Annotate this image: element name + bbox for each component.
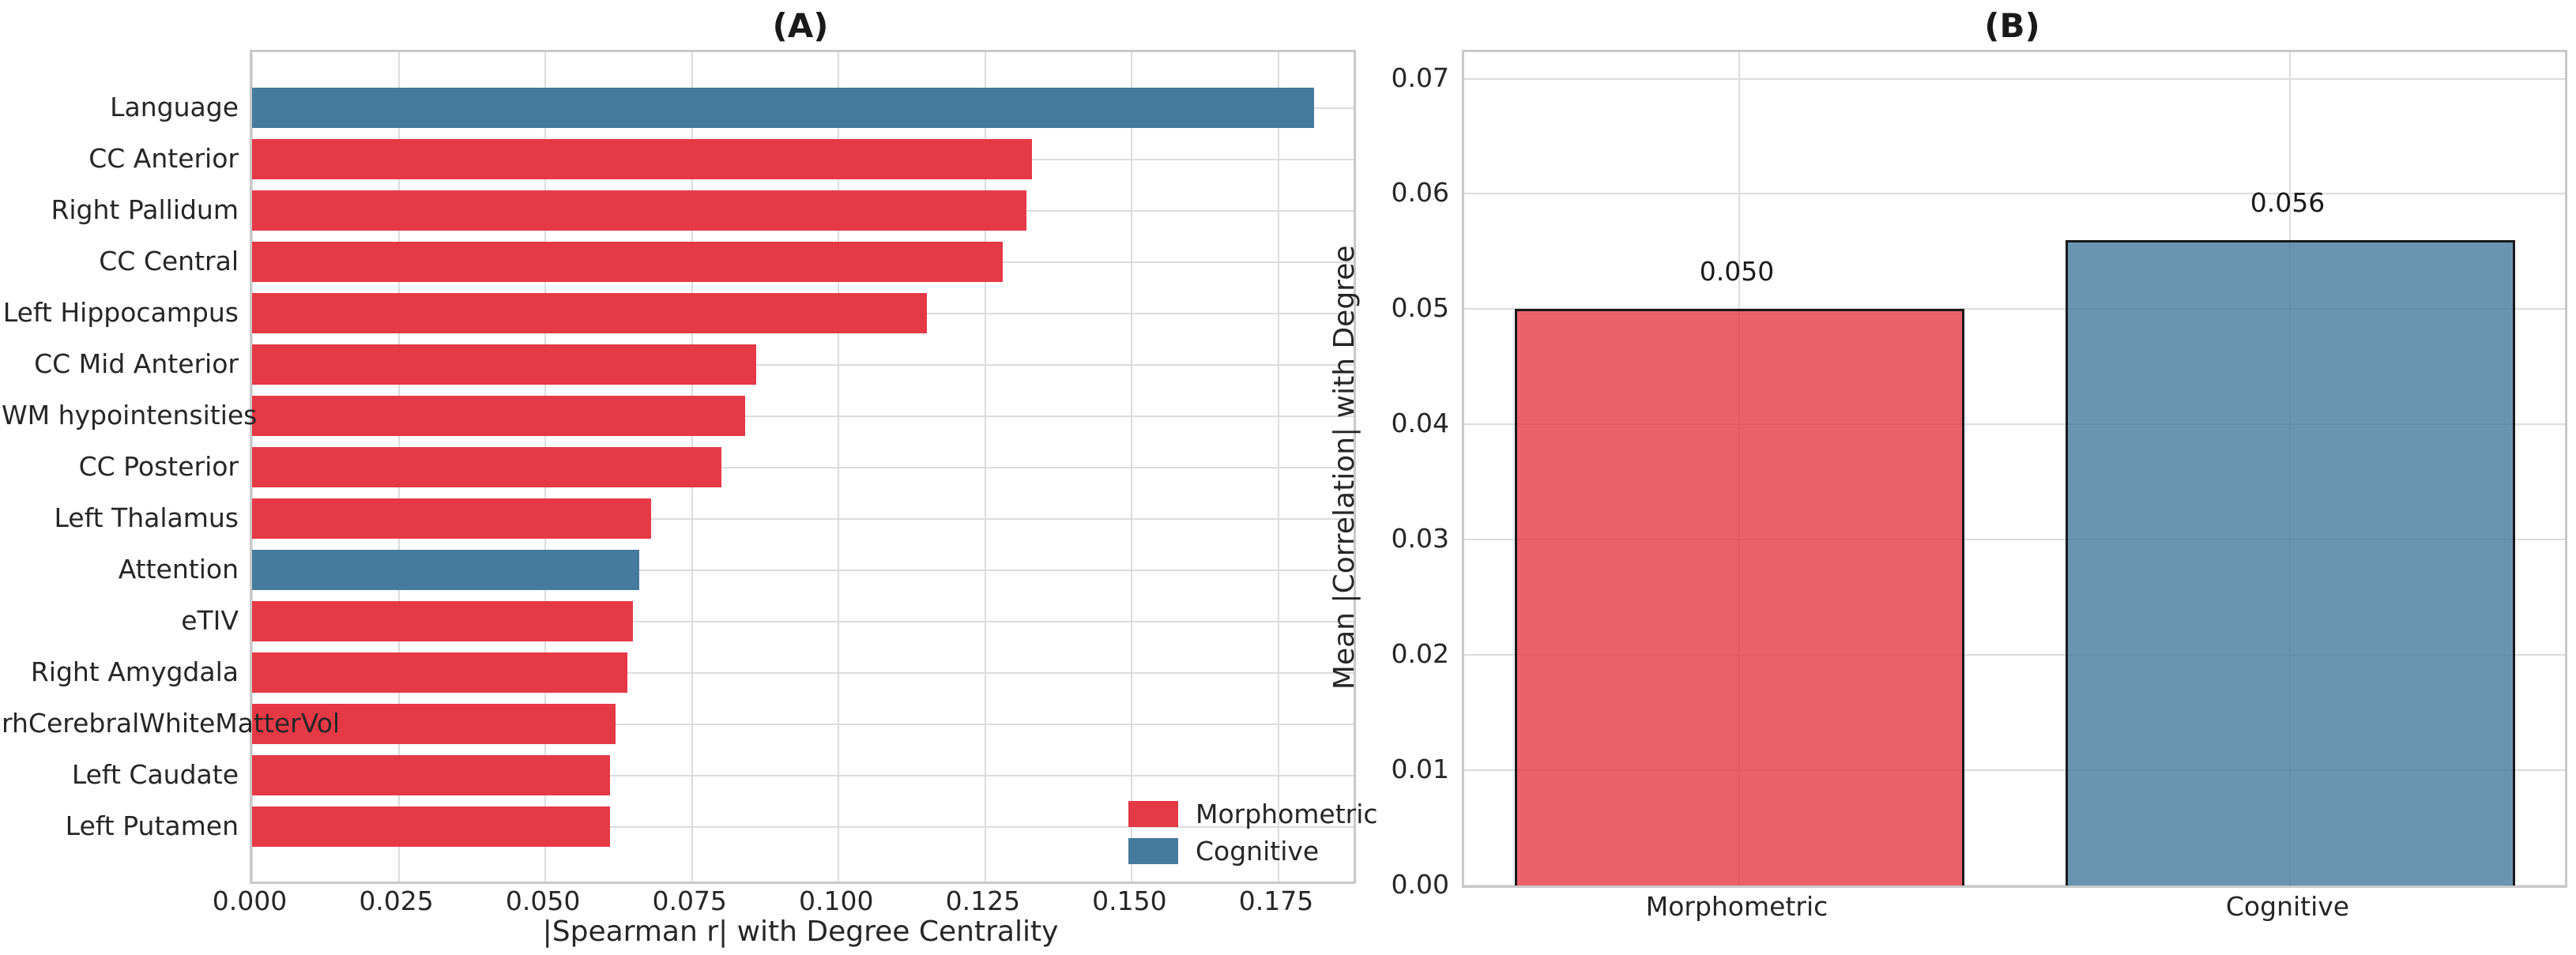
panel-b-category-label-cognitive: Cognitive [2225,891,2350,922]
bar-right-pallidum [252,190,1026,231]
category-label-etiv: eTIV [181,604,239,636]
bar-left-thalamus [252,498,651,539]
panel-a-x-tick-label: 0.100 [799,885,874,916]
panel-b-gridline-h [1464,654,2565,656]
panel-a-x-tick-label: 0.175 [1238,885,1314,916]
category-label-cc-central: CC Central [99,245,239,276]
panel-b-gridline-h [1464,423,2565,426]
panel-a-gridline-h [252,774,1354,776]
panel-b-gridline-h [1464,885,2565,886]
category-label-cc-anterior: CC Anterior [89,142,239,174]
panel-b-y-tick-label: 0.00 [1391,869,1449,900]
panel-a-plot-area [250,50,1356,884]
panel-a-gridline-h [252,415,1354,417]
panel-a-xlabel: |Spearman r| with Degree Centrality [542,916,1059,948]
panel-a-gridline-h [252,466,1354,468]
panel-b-gridline-h [1464,193,2565,195]
panel-b-y-tick-label: 0.03 [1391,523,1449,555]
category-label-wm-hypointensities: WM hypointensities [2,399,258,431]
bar-cc-mid-anterior [252,344,757,385]
panel-b-y-tick-label: 0.04 [1391,408,1449,439]
panel-a-gridline-h [252,825,1354,828]
panel-a-x-tick-label: 0.050 [505,885,581,916]
category-label-left-caudate: Left Caudate [71,758,239,790]
category-label-cc-mid-anterior: CC Mid Anterior [34,348,239,379]
bar-cc-anterior [252,139,1033,179]
bar-left-putamen [252,806,610,847]
panel-b-y-tick-label: 0.02 [1391,638,1449,670]
bar-cc-posterior [252,447,721,487]
category-label-left-thalamus: Left Thalamus [54,502,239,533]
category-label-cc-posterior: CC Posterior [78,450,239,482]
panel-b-gridline-h [1464,769,2565,772]
panel-b-gridline-h [1464,539,2565,541]
panel-b-plot-area [1462,50,2567,888]
category-label-right-amygdala: Right Amygdala [30,656,239,687]
category-label-language: Language [110,91,239,122]
bar-rhcerebralwhitemattervol [252,704,616,744]
panel-b-y-tick-label: 0.07 [1391,62,1449,93]
bar-cognitive [2065,239,2515,885]
category-label-right-pallidum: Right Pallidum [51,194,239,225]
panel-a-legend: Morphometric Cognitive [1128,795,1378,870]
panel-a-gridline-h [252,517,1354,520]
bar-cc-central [252,242,1004,282]
panel-b-y-tick-label: 0.05 [1391,292,1449,324]
panel-a-gridline-h [252,620,1354,622]
panel-a-x-tick-label: 0.150 [1092,885,1167,916]
category-label-attention: Attention [118,553,239,585]
panel-a-x-tick-label: 0.125 [945,885,1021,916]
bar-morphometric [1514,309,1964,885]
bar-attention [252,550,639,590]
panel-a-x-tick-label: 0.025 [359,885,434,916]
panel-b-gridline-h [1464,308,2565,310]
legend-label-cognitive: Cognitive [1196,836,1320,867]
value-label-morphometric: 0.050 [1699,256,1775,288]
bar-right-amygdala [252,652,628,693]
legend-entry-cognitive: Cognitive [1128,833,1378,870]
bar-wm-hypointensities [252,396,745,436]
value-label-cognitive: 0.056 [2250,186,2326,218]
category-label-left-putamen: Left Putamen [65,810,239,841]
legend-swatch-morphometric [1128,801,1178,827]
bar-left-caudate [252,755,610,795]
bar-left-hippocampus [252,293,927,333]
bar-language [252,88,1314,128]
panel-a-gridline-h [252,723,1354,725]
legend-swatch-cognitive [1128,838,1178,864]
legend-entry-morphometric: Morphometric [1128,795,1378,833]
bar-etiv [252,601,634,641]
panel-b-gridline-h [1464,77,2565,80]
panel-a-x-tick-label: 0.075 [652,885,727,916]
panel-b-title: (B) [1984,6,2040,45]
panel-a-gridline-h [252,671,1354,674]
panel-b-y-tick-label: 0.01 [1391,754,1449,785]
category-label-left-hippocampus: Left Hippocampus [2,296,239,328]
category-label-rhcerebralwhitemattervol: rhCerebralWhiteMatterVol [2,707,341,739]
panel-a-gridline-h [252,363,1354,366]
legend-label-morphometric: Morphometric [1196,799,1378,829]
panel-a-x-tick-label: 0.000 [212,885,288,916]
panel-a-gridline-h [252,569,1354,571]
panel-b-y-tick-label: 0.06 [1391,177,1449,209]
panel-b-category-label-morphometric: Morphometric [1645,891,1828,922]
panel-a-title: (A) [772,6,829,45]
